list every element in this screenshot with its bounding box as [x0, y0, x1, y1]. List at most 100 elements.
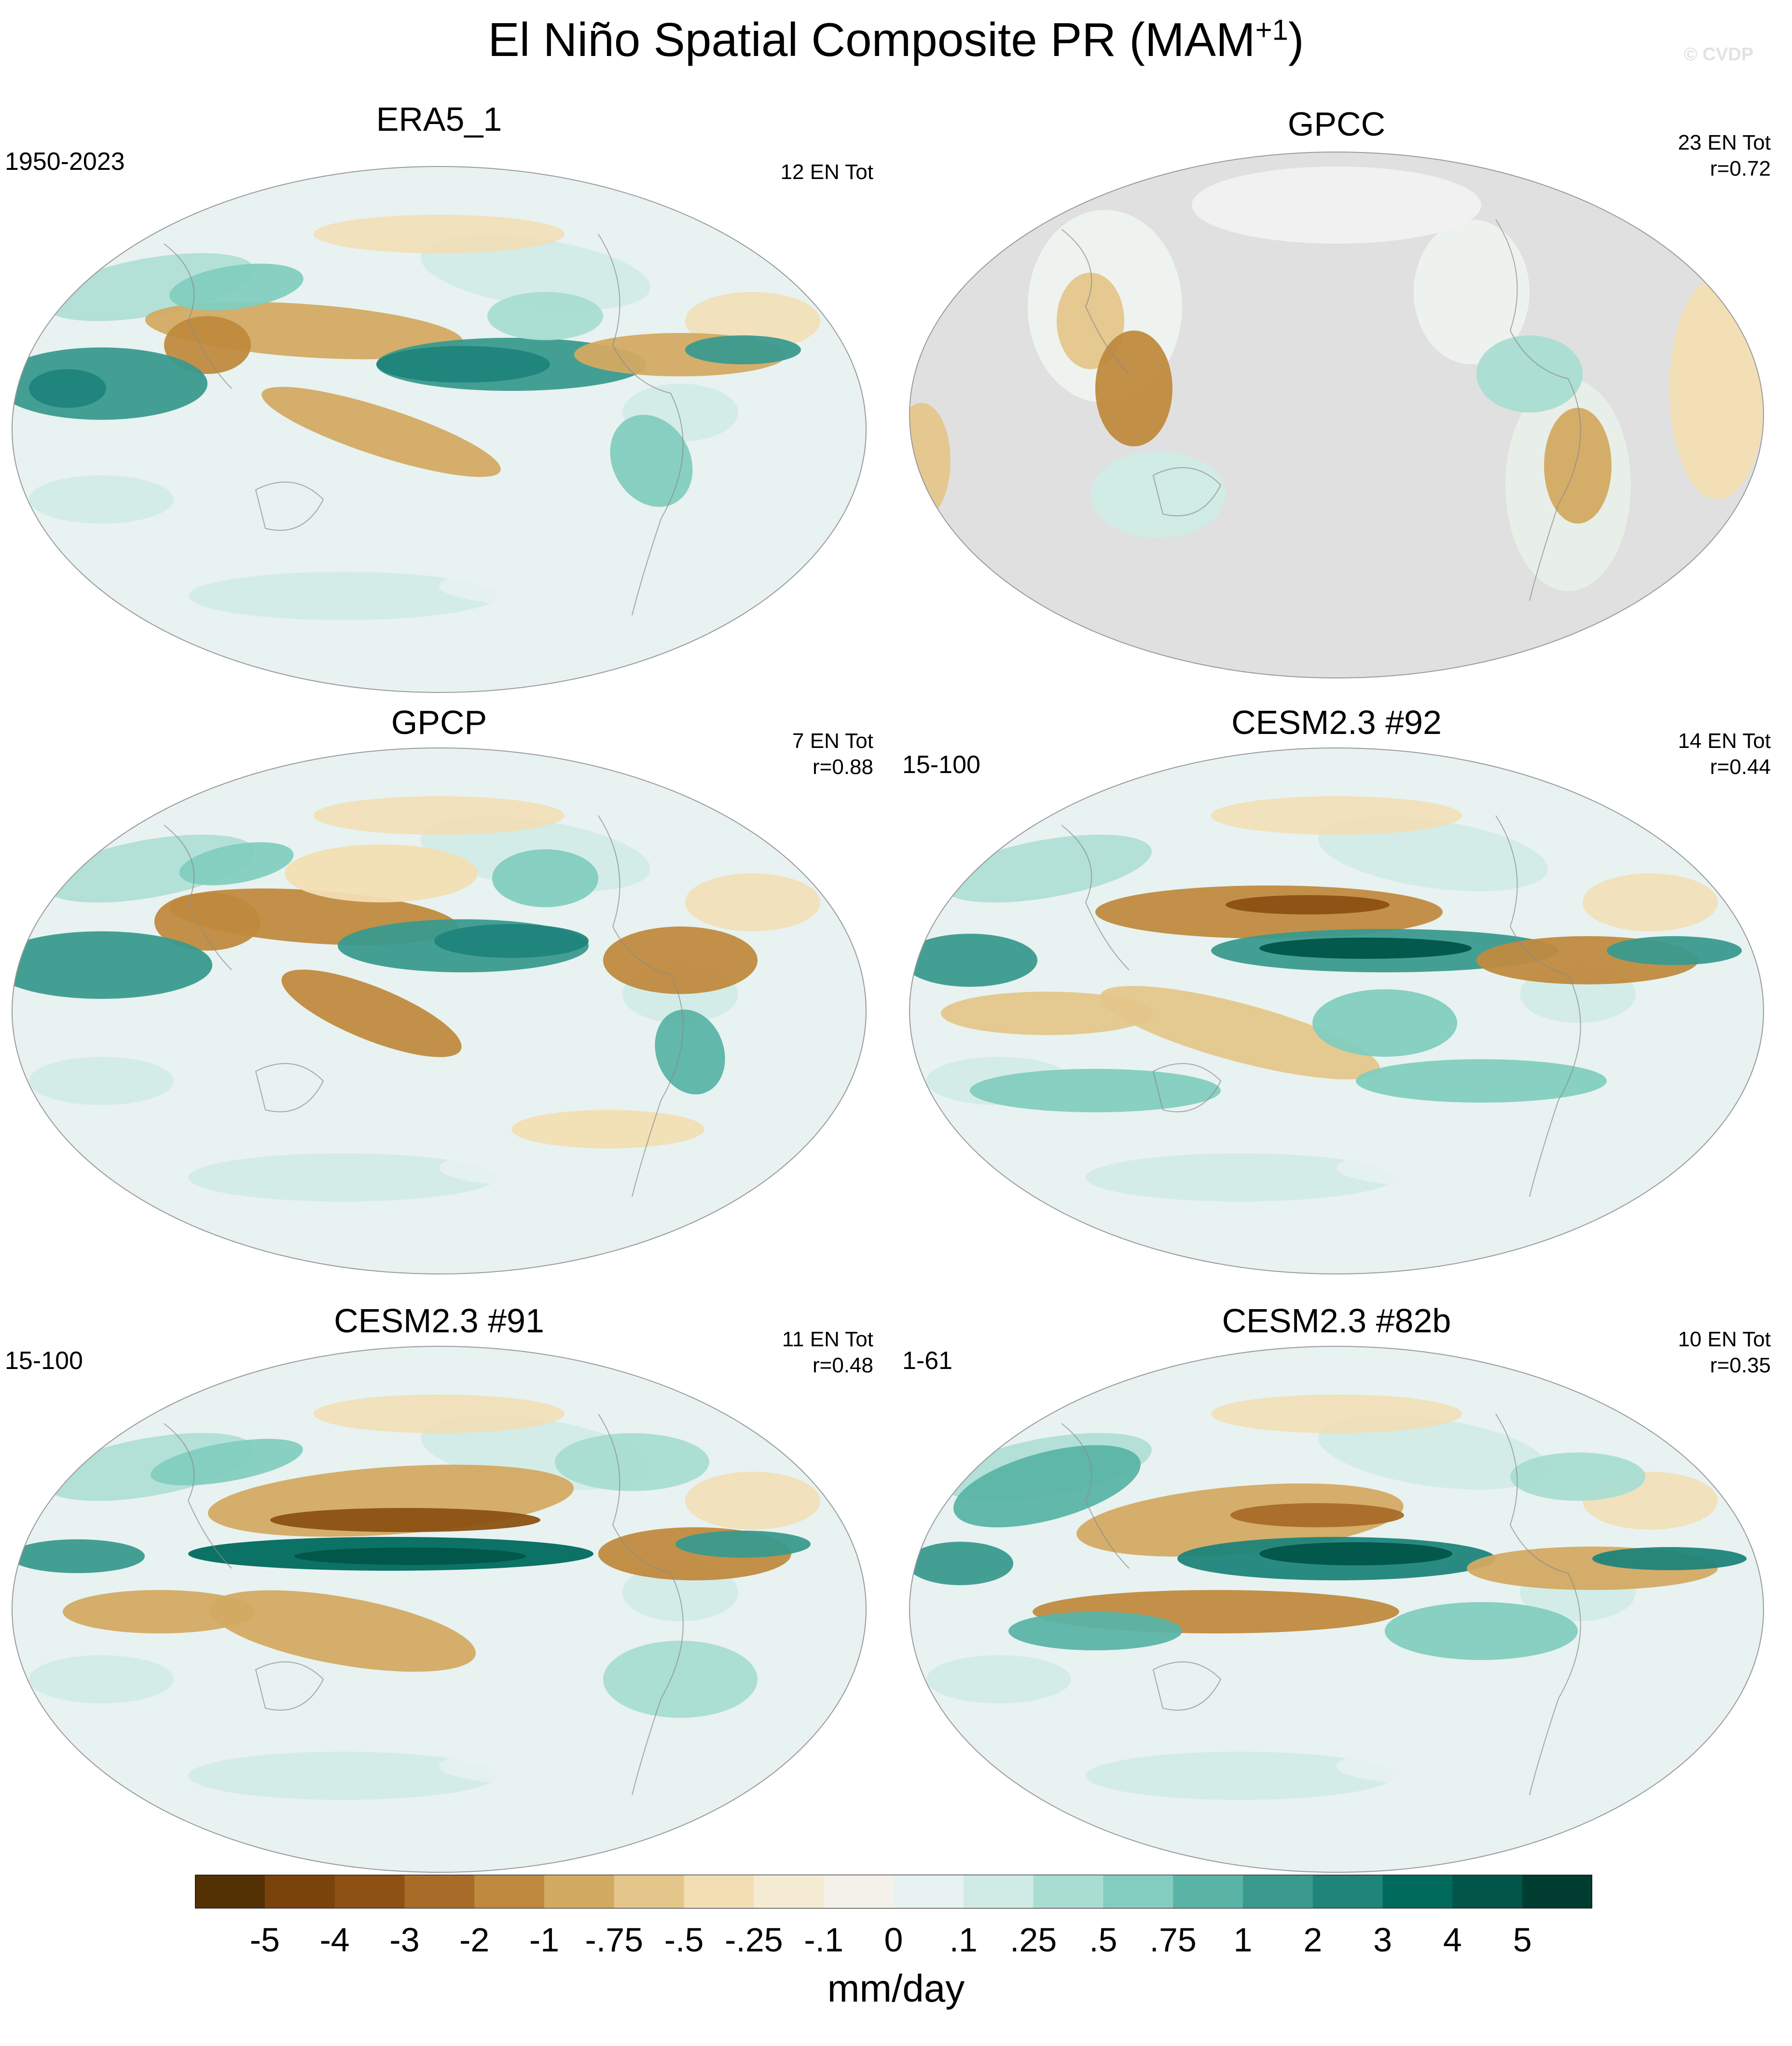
coastline — [164, 815, 684, 1197]
colorbar — [195, 1875, 1592, 1908]
land-precip-area — [1669, 277, 1764, 499]
map-field — [910, 1346, 1764, 1872]
coastline — [1061, 1413, 1581, 1796]
anomaly-region — [603, 1641, 758, 1718]
colorbar-tick-label: .25 — [1009, 1921, 1057, 1959]
map-outline — [909, 1346, 1764, 1873]
anomaly-region — [1318, 817, 1548, 891]
panel-title: CESM2.3 #91 — [334, 1302, 544, 1340]
anomaly-region — [281, 969, 462, 1057]
anomaly-region — [1385, 1602, 1578, 1660]
anomaly-region — [926, 1655, 1071, 1703]
land-precip-area — [1095, 331, 1172, 446]
colorbar-swatch — [614, 1875, 685, 1908]
anomaly-region — [1356, 1059, 1607, 1103]
colorbar-tick-label: -.25 — [725, 1921, 783, 1959]
colorbar-tick-label: -.1 — [804, 1921, 844, 1959]
anomaly-region — [294, 1548, 526, 1565]
anomaly-region — [29, 369, 106, 408]
cvdp-watermark: © CVDP — [1684, 44, 1754, 65]
anomaly-region — [29, 1057, 174, 1105]
anomaly-region — [511, 1110, 704, 1148]
figure-title: El Niño Spatial Composite PR (MAM+1) — [0, 11, 1792, 69]
anomaly-region — [1312, 989, 1457, 1057]
coastline — [164, 234, 684, 616]
anomaly-region — [941, 992, 1153, 1035]
anomaly-region — [1100, 986, 1380, 1079]
colorbar-swatch — [684, 1875, 754, 1908]
land-precip-area — [910, 403, 951, 519]
anomaly-region — [1211, 1395, 1462, 1433]
panel-correlation: r=0.48 — [813, 1354, 873, 1377]
precip-anomaly-map — [909, 152, 1764, 678]
anomaly-region — [1583, 873, 1718, 931]
anomaly-region — [188, 572, 497, 620]
map-outline — [909, 747, 1764, 1274]
anomaly-region — [655, 1009, 725, 1094]
anomaly-region — [188, 1752, 497, 1800]
coastline — [1061, 815, 1581, 1197]
colorbar-swatch — [1033, 1875, 1103, 1908]
anomaly-region — [376, 346, 550, 383]
anomaly-region — [314, 796, 565, 835]
anomaly-region — [314, 215, 565, 253]
anomaly-region — [1592, 1547, 1747, 1570]
map-outline — [12, 747, 867, 1274]
anomaly-region — [262, 387, 501, 477]
colorbar-tick-label: -.5 — [664, 1921, 704, 1959]
anomaly-region — [675, 1531, 811, 1558]
anomaly-region — [12, 1539, 145, 1573]
colorbar-swatch — [264, 1875, 335, 1908]
panel-stats: 12 EN Tot — [719, 159, 873, 185]
anomaly-region — [439, 565, 729, 608]
colorbar-tick-label: -3 — [389, 1921, 420, 1959]
anomaly-region — [209, 1590, 476, 1672]
anomaly-region — [953, 1445, 1141, 1528]
panel-stats: 10 EN Tot r=0.35 — [1616, 1327, 1771, 1379]
anomaly-region — [439, 1744, 729, 1788]
panel-gpcc: GPCC 23 EN Tot r=0.72 — [902, 104, 1771, 678]
coastline — [1061, 219, 1581, 601]
anomaly-region — [1226, 895, 1390, 914]
anomaly-region — [164, 316, 251, 374]
colorbar-tick-label: 1 — [1233, 1921, 1253, 1959]
map-field — [12, 166, 866, 692]
colorbar-swatch — [963, 1875, 1034, 1908]
panel-cesm-92: CESM2.3 #92 15-100 14 EN Tot r=0.44 — [902, 702, 1771, 1274]
anomaly-region — [1337, 1744, 1626, 1788]
anomaly-region — [1510, 1452, 1645, 1501]
panel-year-range: 15-100 — [902, 751, 980, 779]
colorbar-swatch — [334, 1875, 405, 1908]
figure-title-superscript: +1 — [1255, 14, 1289, 46]
anomaly-region — [270, 1508, 540, 1532]
panel-year-range: 1-61 — [902, 1347, 953, 1375]
precip-anomaly-map — [12, 747, 867, 1274]
land-precip-area — [1192, 166, 1481, 244]
anomaly-region — [434, 924, 589, 958]
panel-stats: 7 EN Tot r=0.88 — [719, 728, 873, 780]
colorbar-tick-label: 3 — [1373, 1921, 1392, 1959]
colorbar-swatch — [1173, 1875, 1243, 1908]
anomaly-region — [555, 1433, 709, 1491]
anomaly-region — [492, 849, 598, 907]
colorbar-swatch — [404, 1875, 475, 1908]
colorbar-swatch — [754, 1875, 824, 1908]
land-precip-area — [1544, 408, 1612, 524]
colorbar-tick-label: -.75 — [585, 1921, 644, 1959]
panel-en-count: 12 EN Tot — [780, 160, 873, 184]
colorbar-swatch — [1382, 1875, 1453, 1908]
panel-en-count: 7 EN Tot — [792, 729, 873, 753]
anomaly-region — [1259, 1542, 1452, 1565]
anomaly-region — [29, 1655, 174, 1703]
anomaly-region — [1259, 938, 1472, 959]
anomaly-region — [685, 335, 801, 364]
colorbar-tick-label: 0 — [884, 1921, 903, 1959]
anomaly-region — [1211, 796, 1462, 835]
anomaly-region — [169, 263, 303, 311]
anomaly-region — [314, 1395, 565, 1433]
map-field — [12, 1346, 866, 1872]
anomaly-region — [45, 253, 254, 321]
colorbar-tick-label: -1 — [529, 1921, 560, 1959]
panel-title: CESM2.3 #92 — [1231, 704, 1442, 741]
anomaly-region — [188, 1153, 497, 1202]
